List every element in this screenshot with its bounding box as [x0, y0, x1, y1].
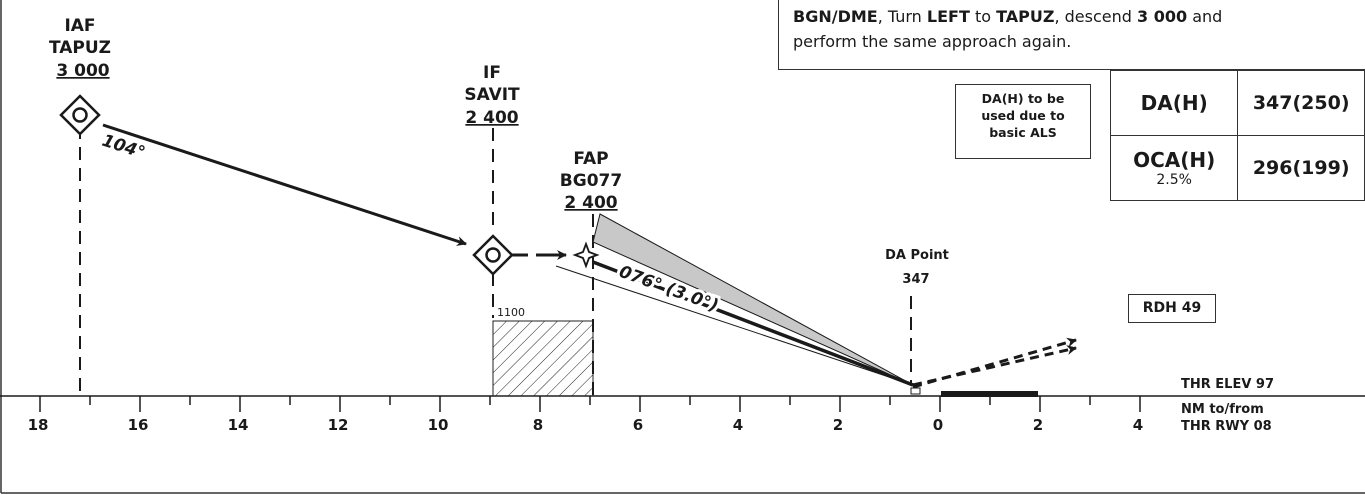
if-altitude-label: 2 400 [465, 108, 518, 128]
missed-text-b: to [969, 7, 997, 26]
glide-path [592, 260, 914, 387]
rdh-box: RDH 49 [1128, 294, 1216, 323]
axis-tick-label: 16 [128, 416, 149, 434]
initial-track [102, 123, 467, 246]
da-note-line-2: used due to [981, 108, 1065, 123]
thr-elev-label: THR ELEV 97 [1181, 377, 1274, 392]
da-value-cell: 347(250) [1237, 70, 1365, 136]
obstacle-area [492, 320, 594, 397]
missed-approach-arrow-2 [912, 337, 1077, 389]
missed-turn-dir: LEFT [926, 7, 970, 26]
missed-approach-arrow-1 [912, 345, 1077, 387]
da-point-value: 347 [902, 272, 929, 287]
da-point-label: DA Point [885, 248, 949, 263]
minima-table: DA(H) 347(250) OCA(H) 2.5% 296(199) [1109, 70, 1365, 201]
fap-altitude-label: 2 400 [564, 193, 617, 213]
minima-row-oca: OCA(H) 2.5% 296(199) [1109, 135, 1365, 201]
lower-wedge-line [555, 265, 914, 386]
oca-label: OCA(H) [1133, 148, 1216, 172]
axis-tick-labels: 18 16 14 12 10 8 6 4 2 0 2 4 [28, 416, 1144, 434]
iaf-name-label: TAPUZ [49, 38, 111, 58]
missed-fix-tapuz: TAPUZ [996, 7, 1055, 26]
axis-tick-label: 2 [833, 416, 843, 434]
if-fix-icon [472, 234, 514, 276]
axis-tick-label: 2 [1033, 416, 1043, 434]
if-name-label: SAVIT [464, 85, 520, 105]
iaf-track-label: 104° [99, 131, 147, 164]
threshold-marker [910, 387, 921, 395]
da-label-cell: DA(H) [1109, 70, 1239, 136]
fap-role-label: FAP [573, 149, 608, 169]
axis-tick-label: 4 [733, 416, 743, 434]
oca-label-cell: OCA(H) 2.5% [1109, 135, 1239, 201]
axis-tick-label: 10 [428, 416, 449, 434]
iaf-altitude-label: 3 000 [56, 61, 109, 81]
iaf-role-label: IAF [64, 16, 95, 36]
oca-gradient: 2.5% [1156, 172, 1192, 188]
axis-tick-label: 14 [228, 416, 249, 434]
axis-tick-label: 12 [328, 416, 349, 434]
iaf-fix-icon [59, 94, 101, 136]
obstacle-label: 1100 [497, 306, 525, 319]
missed-text-c: , descend [1054, 7, 1137, 26]
axis-tick-label: 18 [28, 416, 49, 434]
da-note-line-3: basic ALS [989, 125, 1057, 140]
axis-ticks [39, 396, 1141, 412]
if-role-label: IF [483, 63, 501, 83]
missed-fix-name: BGN/DME [793, 7, 878, 26]
obstacle-clearance-wedge [592, 213, 914, 386]
missed-approach-line-2: perform the same approach again. [793, 32, 1072, 51]
axis-caption-nm: NM to/from [1181, 402, 1264, 417]
fap-fix-icon [572, 241, 600, 269]
fap-name-label: BG077 [560, 171, 622, 191]
axis-tick-label: 4 [1133, 416, 1143, 434]
axis-tick-label: 6 [633, 416, 643, 434]
missed-approach-line-1: BGN/DME, Turn LEFT to TAPUZ, descend 3 0… [793, 4, 1365, 29]
axis-caption-rwy: THR RWY 08 [1181, 419, 1272, 434]
oca-value-cell: 296(199) [1237, 135, 1365, 201]
missed-text-a: , Turn [877, 7, 927, 26]
axis-tick-label: 0 [933, 416, 943, 434]
missed-approach-box: BGN/DME, Turn LEFT to TAPUZ, descend 3 0… [778, 0, 1365, 70]
minima-row-da: DA(H) 347(250) [1109, 70, 1365, 136]
da-note-line-1: DA(H) to be [981, 91, 1065, 106]
axis-tick-label: 8 [533, 416, 543, 434]
missed-text-d: and [1187, 7, 1223, 26]
missed-altitude: 3 000 [1137, 7, 1188, 26]
da-note-box: DA(H) to be used due to basic ALS [955, 84, 1091, 159]
